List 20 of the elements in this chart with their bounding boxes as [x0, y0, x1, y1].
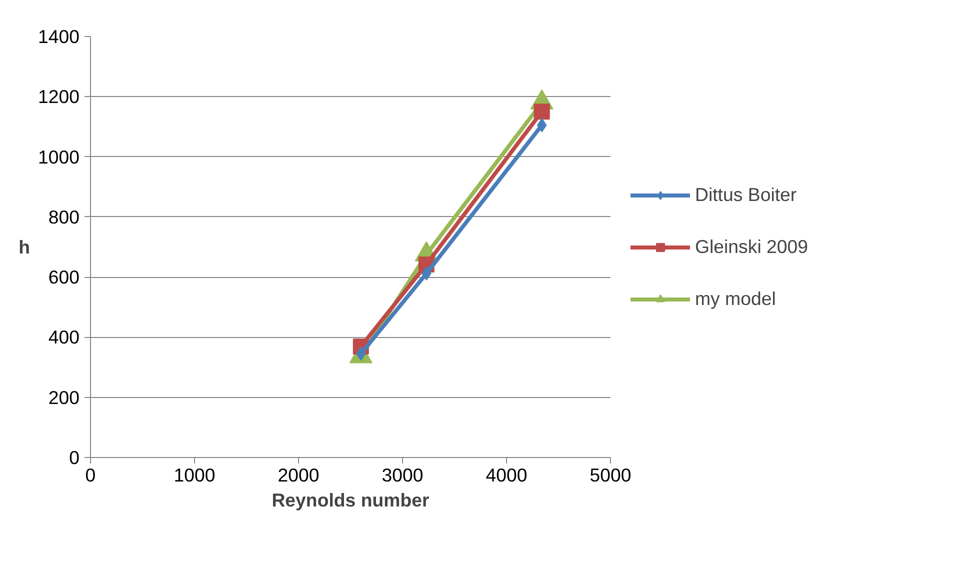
- x-axis-title: Reynolds number: [272, 490, 430, 510]
- point: [534, 104, 550, 120]
- x-tick-label: 3000: [382, 464, 424, 486]
- y-tick-label: 1400: [38, 26, 80, 47]
- y-tick-label: 0: [69, 447, 80, 468]
- x-tick-label: 0: [85, 464, 96, 486]
- y-tick-label: 1000: [38, 146, 80, 168]
- legend-label: Dittus Boiter: [695, 184, 797, 206]
- legend-label: my model: [695, 288, 776, 310]
- x-tick-label: 5000: [590, 464, 632, 486]
- y-tick-label: 600: [48, 266, 80, 288]
- x-tick-label: 2000: [278, 464, 320, 486]
- y-tick-label: 1200: [38, 86, 80, 108]
- x-tick-label: 1000: [174, 464, 216, 486]
- y-tick-label: 800: [48, 206, 80, 228]
- x-tick-label: 4000: [486, 464, 528, 486]
- y-tick-label: 200: [48, 386, 80, 408]
- y-axis-title: h: [18, 236, 30, 258]
- legend-label: Gleinski 2009: [695, 236, 808, 258]
- y-tick-label: 400: [48, 326, 80, 348]
